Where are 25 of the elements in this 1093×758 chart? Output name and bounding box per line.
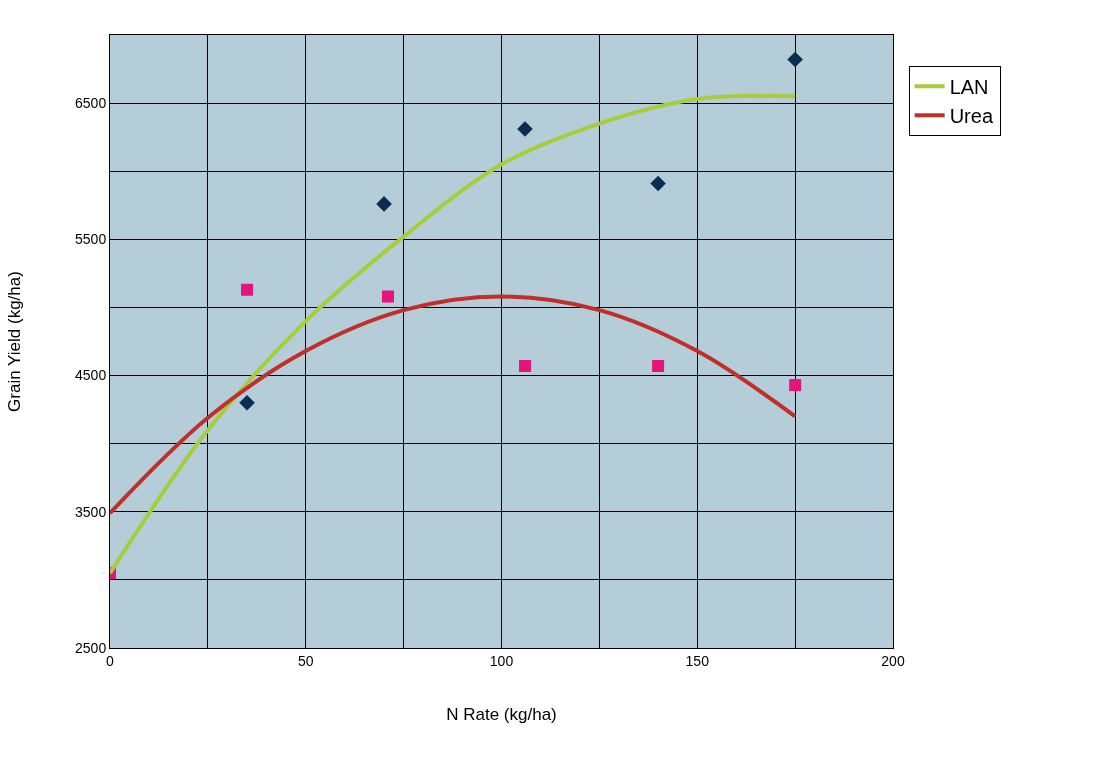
x-tick-label: 150 [685, 652, 710, 669]
legend-label: Urea [949, 104, 994, 127]
legend-label: LAN [949, 75, 989, 98]
line-series [110, 294, 798, 516]
point [239, 395, 255, 411]
point [381, 290, 394, 303]
x-axis-title: N Rate (kg/ha) [446, 705, 557, 725]
y-axis-title: Grain Yield (kg/ha) [4, 271, 24, 412]
point [652, 360, 665, 373]
point [241, 283, 254, 296]
y-tick-label: 4500 [75, 367, 107, 384]
x-tick-label: 0 [106, 652, 115, 669]
y-tick-label: 3500 [75, 503, 107, 520]
y-tick-label: 2500 [75, 639, 107, 656]
point [789, 379, 802, 392]
point [787, 51, 803, 68]
point [517, 121, 533, 137]
y-tick-label: 6500 [75, 95, 107, 112]
y-tick-label: 5500 [75, 231, 107, 248]
x-tick-label: 50 [297, 652, 314, 669]
point [518, 360, 531, 373]
x-tick-label: 100 [489, 652, 514, 669]
point [650, 175, 666, 192]
point [376, 196, 392, 212]
x-tick-label: 200 [881, 652, 905, 669]
